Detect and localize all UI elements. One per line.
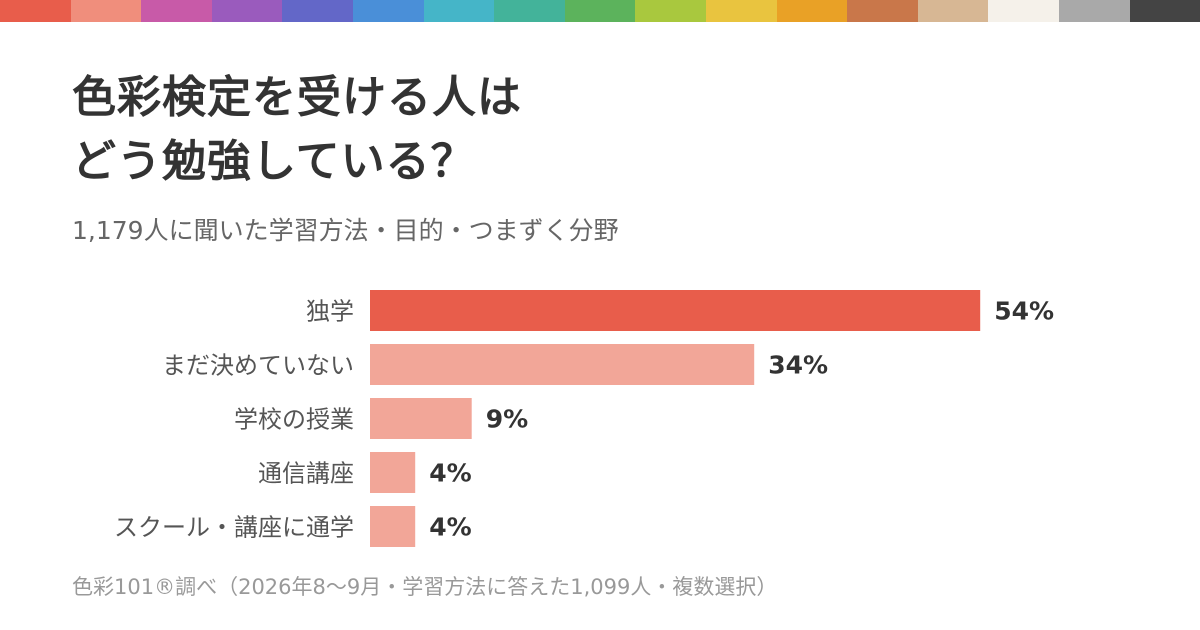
stripe-swatch — [0, 0, 71, 22]
value-label: 4% — [429, 513, 471, 542]
stripe-swatch — [211, 0, 283, 22]
stripe-swatch — [635, 0, 706, 22]
bar — [370, 452, 416, 493]
bar — [370, 344, 755, 385]
category-label: 通信講座 — [258, 460, 354, 488]
stripe-swatch — [776, 0, 848, 22]
source-note: 色彩101®調べ（2026年8〜9月・学習方法に答えた1,099人・複数選択） — [72, 575, 778, 599]
bar — [370, 290, 981, 331]
value-label: 9% — [486, 405, 528, 434]
stripe-swatch — [141, 0, 212, 22]
stripe-swatch — [847, 0, 918, 22]
value-label: 34% — [768, 351, 828, 380]
category-label: 学校の授業 — [234, 406, 354, 434]
stripe-swatch — [988, 0, 1059, 22]
stripe-swatch — [1058, 0, 1130, 22]
stripe-swatch — [70, 0, 142, 22]
value-label: 4% — [429, 459, 471, 488]
bar-chart: 独学 54% まだ決めていない 34% 学校の授業 9% 通信講座 4% スクール・講座に通学 4… — [114, 290, 1054, 547]
stripe-swatch — [917, 0, 989, 22]
chart-title-line-1: 色彩検定を受ける人は — [72, 72, 522, 123]
value-label: 54% — [994, 297, 1054, 326]
category-label: スクール・講座に通学 — [114, 514, 354, 542]
chart-title: 色彩検定を受ける人は どう勉強している？ — [72, 66, 522, 194]
stripe-swatch — [705, 0, 777, 22]
bar — [370, 398, 472, 439]
stripe-swatch — [1129, 0, 1200, 22]
stripe-swatch — [352, 0, 424, 22]
chart-subtitle: 1,179人に聞いた学習方法・目的・つまずく分野 — [72, 216, 619, 245]
category-label: 独学 — [306, 298, 354, 326]
color-stripe — [0, 0, 1200, 22]
stripe-swatch — [282, 0, 353, 22]
stripe-swatch — [564, 0, 636, 22]
chart-title-line-2: どう勉強している？ — [72, 136, 476, 187]
stripe-swatch — [423, 0, 495, 22]
stripe-swatch — [494, 0, 565, 22]
bar — [370, 506, 416, 547]
category-label: まだ決めていない — [162, 352, 354, 380]
